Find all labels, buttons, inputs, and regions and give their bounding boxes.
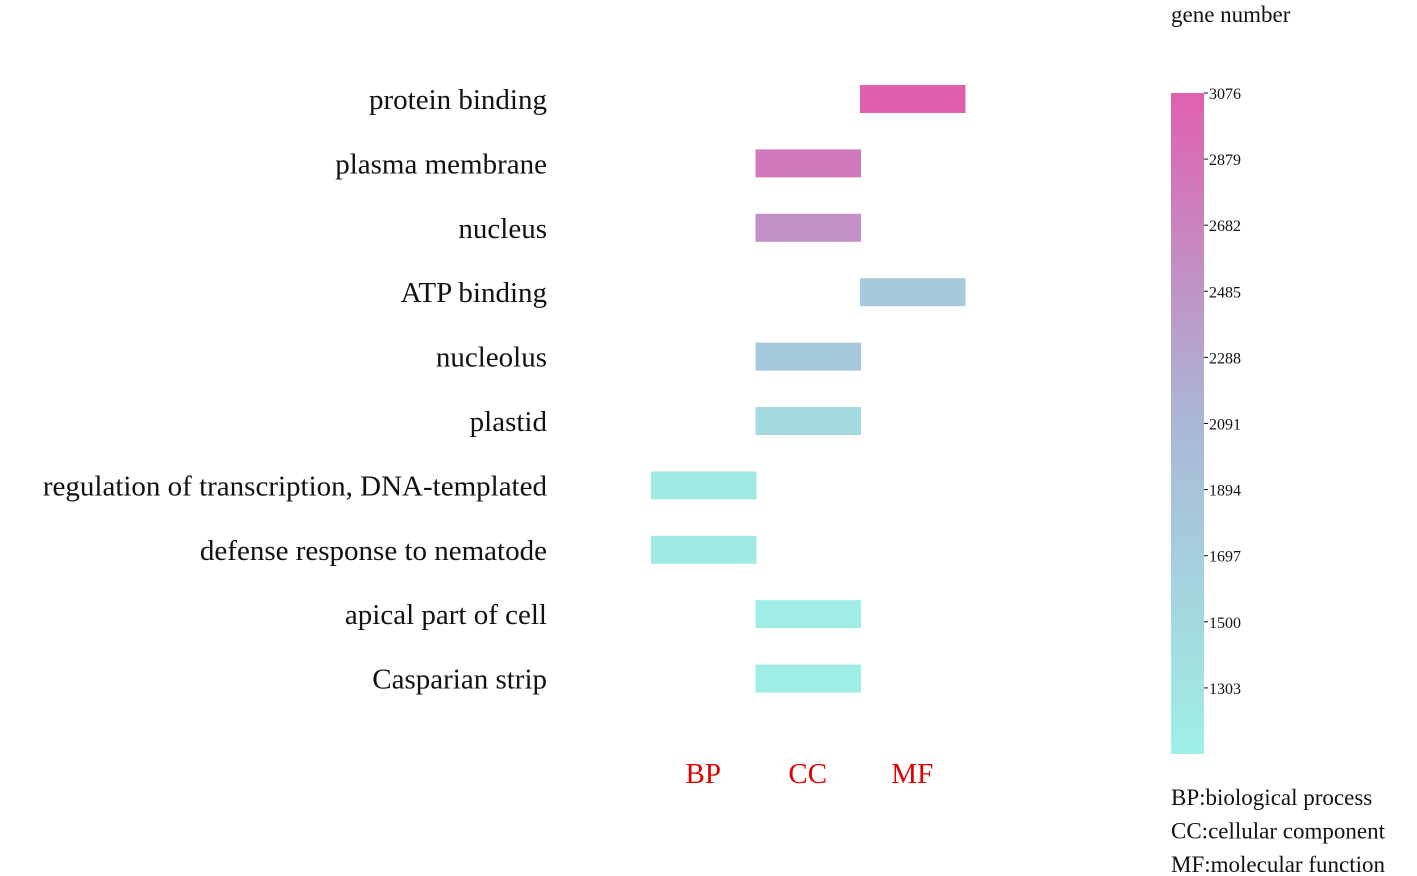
colorbar-ticks: 3076 2879 2682 2485 2288 2091 1894 1697 1500 1303 — [1204, 86, 1241, 698]
category-label-cc: CC — [788, 758, 827, 790]
heatmap-cell-atp-binding — [860, 278, 966, 307]
heatmap-cell-defense-response-to-nematode — [651, 535, 757, 564]
heatmap-cell-plasma-membrane — [755, 149, 861, 178]
colorbar-tick-label: 1303 — [1209, 681, 1241, 698]
term-labels: protein binding plasma membrane nucleus ATP… — [43, 84, 548, 696]
colorbar-tick-label: 3076 — [1209, 86, 1241, 103]
colorbar-tick-label: 1894 — [1209, 483, 1241, 500]
colorbar-tick-label: 2485 — [1209, 284, 1241, 301]
legend-note-2: MF:molecular function — [1171, 852, 1385, 876]
colorbar-tick-label: 1500 — [1209, 615, 1241, 632]
legend-note-0: BP:biological process — [1171, 785, 1372, 810]
term-label-plastid: plastid — [470, 406, 548, 438]
colorbar-title: gene number — [1171, 2, 1291, 27]
term-label-protein-binding: protein binding — [369, 84, 547, 116]
colorbar: gene number 3076 2879 2682 2485 2288 2091 1894… — [1171, 2, 1291, 754]
colorbar-tick-label: 2288 — [1209, 350, 1241, 367]
term-label-atp-binding: ATP binding — [401, 277, 547, 309]
heatmap-cell-apical-part-of-cell — [755, 600, 861, 629]
heatmap-cell-regulation-of-transcription-dna-templated — [651, 471, 757, 500]
term-label-nucleolus: nucleolus — [436, 342, 547, 374]
legend-note-1: CC:cellular component — [1171, 819, 1386, 844]
term-label-apical-part-of-cell: apical part of cell — [345, 599, 547, 631]
heatmap-cell-casparian-strip — [755, 664, 861, 693]
colorbar-tick-label: 2682 — [1209, 218, 1241, 235]
term-label-plasma-membrane: plasma membrane — [335, 148, 547, 180]
colorbar-gradient — [1171, 93, 1204, 754]
term-label-casparian-strip: Casparian strip — [372, 664, 547, 696]
heatmap-cells — [651, 85, 966, 693]
heatmap-cell-plastid — [755, 407, 861, 435]
category-label-mf: MF — [891, 758, 933, 790]
category-labels: BP CC MF — [686, 758, 934, 790]
term-label-defense-response-to-nematode: defense response to nematode — [200, 535, 547, 567]
term-label-nucleus: nucleus — [458, 213, 547, 245]
heatmap-cell-nucleolus — [755, 342, 861, 371]
term-label-regulation-of-transcription-dna-templated: regulation of transcription, DNA-templat… — [43, 470, 548, 502]
colorbar-tick-label: 2879 — [1209, 152, 1241, 169]
category-label-bp: BP — [686, 758, 721, 790]
heatmap-cell-protein-binding — [860, 85, 966, 113]
heatmap-cell-nucleus — [755, 213, 861, 242]
colorbar-tick-label: 2091 — [1209, 417, 1241, 434]
colorbar-tick-label: 1697 — [1209, 549, 1241, 566]
category-legend-notes: BP:biological process CC:cellular compone… — [1171, 785, 1386, 876]
